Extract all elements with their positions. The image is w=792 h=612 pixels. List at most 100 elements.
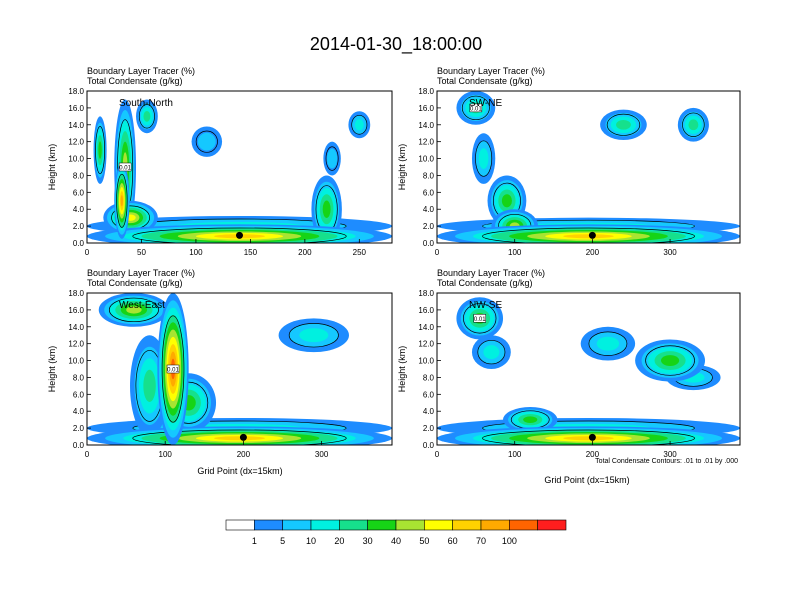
- tracer-blob: [501, 194, 512, 208]
- y-tick-label: 2.0: [423, 222, 435, 231]
- y-tick-label: 4.0: [73, 407, 85, 416]
- contour-label: 0.01: [470, 106, 482, 112]
- panel-name: SW-NE: [469, 98, 502, 109]
- colorbar-swatch: [339, 519, 368, 531]
- tracer-blob: [354, 119, 364, 131]
- panel-variable-label: Boundary Layer Tracer (%): [437, 66, 545, 76]
- tracer-blob: [327, 148, 338, 169]
- tracer-blob: [563, 436, 614, 441]
- x-axis-label-right: Grid Point (dx=15km): [544, 475, 629, 485]
- panel-frame: [436, 90, 741, 244]
- colorbar-swatch: [282, 519, 312, 531]
- colorbar-label: 10: [306, 536, 316, 546]
- tracer-blob: [322, 200, 331, 218]
- condensate-contour: [682, 112, 705, 137]
- panel-frame: [436, 292, 741, 446]
- tracer-blob: [483, 345, 500, 360]
- tracer-blob: [120, 195, 123, 207]
- panel-variable-label: Total Condensate (g/kg): [87, 278, 183, 288]
- x-tick-label: 200: [586, 248, 600, 257]
- x-tick-label: 100: [159, 450, 173, 459]
- y-tick-label: 8.0: [73, 171, 85, 180]
- x-axis-label-left: Grid Point (dx=15km): [197, 466, 282, 476]
- y-tick-label: 16.0: [418, 306, 434, 315]
- panel-south-north: Boundary Layer Tracer (%)Total Condensat…: [47, 66, 393, 257]
- condensate-contour: [108, 297, 159, 323]
- location-marker: [588, 433, 596, 441]
- colorbar-swatch: [480, 519, 510, 531]
- condensate-contour: [588, 331, 628, 356]
- tracer-blob: [478, 148, 489, 169]
- condensate-contour: [461, 95, 490, 121]
- panel-sw-ne: Boundary Layer Tracer (%)Total Condensat…: [397, 66, 741, 257]
- condensate-contour: [463, 303, 497, 334]
- y-tick-label: 2.0: [73, 222, 85, 231]
- y-axis-label: Height (km): [397, 144, 407, 191]
- y-tick-label: 10.0: [68, 357, 84, 366]
- tracer-blob: [523, 416, 538, 423]
- tracer-blob: [616, 119, 631, 130]
- colorbar-label: 5: [280, 536, 285, 546]
- x-tick-label: 0: [85, 248, 90, 257]
- colorbar-swatch: [395, 519, 425, 531]
- y-tick-label: 12.0: [68, 138, 84, 147]
- y-tick-label: 16.0: [68, 306, 84, 315]
- colorbar-label: 50: [419, 536, 429, 546]
- colorbar-swatch: [424, 519, 453, 531]
- colorbar-swatch: [310, 519, 340, 531]
- condensate-contour: [195, 130, 218, 153]
- y-tick-label: 18.0: [418, 289, 434, 298]
- y-tick-label: 4.0: [423, 205, 435, 214]
- x-tick-label: 200: [298, 248, 312, 257]
- panel-variable-label: Boundary Layer Tracer (%): [437, 268, 545, 278]
- tracer-blob: [688, 119, 699, 131]
- tracer-blob: [214, 436, 265, 441]
- colorbar-swatch: [509, 519, 538, 531]
- y-tick-label: 8.0: [423, 171, 435, 180]
- y-axis-label: Height (km): [397, 346, 407, 393]
- condensate-contour: [161, 315, 185, 423]
- panel-frame: [86, 292, 393, 446]
- panel-variable-label: Total Condensate (g/kg): [437, 76, 533, 86]
- x-tick-label: 150: [244, 248, 258, 257]
- condensate-contour: [351, 114, 368, 135]
- condensate-contour: [138, 104, 155, 129]
- condensate-contour: [606, 113, 641, 136]
- colorbar-label: 20: [334, 536, 344, 546]
- condensate-contour: [325, 146, 339, 171]
- y-tick-label: 12.0: [418, 340, 434, 349]
- colorbar: 1 5 10 20 30 40 50 60 70 100: [225, 519, 567, 546]
- y-tick-label: 6.0: [73, 390, 85, 399]
- y-tick-label: 18.0: [68, 289, 84, 298]
- tracer-blob: [661, 355, 680, 367]
- y-axis-label: Height (km): [47, 144, 57, 191]
- y-tick-label: 0.0: [73, 239, 85, 248]
- y-tick-label: 6.0: [423, 390, 435, 399]
- contour-label: 0.01: [474, 317, 486, 323]
- contour-label: 0.01: [119, 166, 131, 172]
- tracer-field: 0.01: [87, 293, 392, 445]
- x-tick-label: 300: [663, 248, 677, 257]
- contour-label: 0.01: [167, 368, 179, 374]
- y-axis-label: Height (km): [47, 346, 57, 393]
- x-tick-label: 0: [85, 450, 90, 459]
- y-tick-label: 14.0: [418, 121, 434, 130]
- condensate-contour: [95, 126, 105, 175]
- y-tick-label: 6.0: [423, 188, 435, 197]
- y-tick-label: 4.0: [73, 205, 85, 214]
- panel-variable-label: Total Condensate (g/kg): [437, 278, 533, 288]
- colorbar-label: 70: [476, 536, 486, 546]
- x-tick-label: 300: [663, 450, 677, 459]
- panel-nw-se: Boundary Layer Tracer (%)Total Condensat…: [397, 268, 741, 459]
- y-tick-label: 8.0: [73, 373, 85, 382]
- tracer-blob: [596, 336, 620, 351]
- colorbar-swatch: [367, 519, 397, 531]
- tracer-blob: [299, 328, 329, 343]
- panel-variable-label: Boundary Layer Tracer (%): [87, 66, 195, 76]
- colorbar-swatch: [225, 519, 255, 531]
- y-tick-label: 16.0: [68, 104, 84, 113]
- condensate-contour: [482, 227, 695, 243]
- panel-frame: [86, 90, 393, 244]
